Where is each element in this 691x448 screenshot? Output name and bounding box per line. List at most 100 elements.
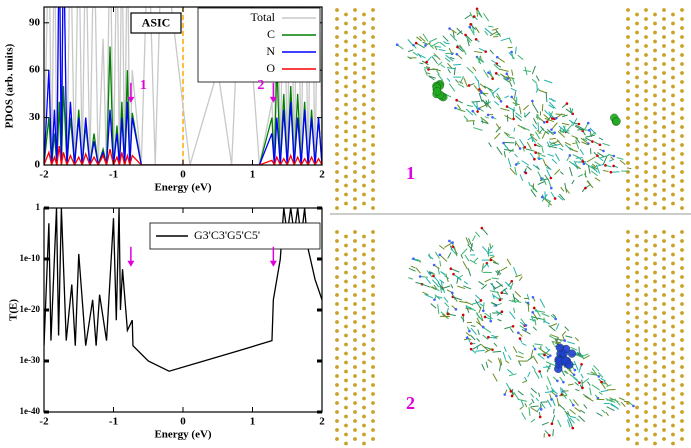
atom — [503, 393, 507, 396]
bond — [434, 294, 441, 300]
bond — [495, 280, 504, 288]
gold-atom — [626, 35, 630, 39]
gold-atom — [671, 66, 675, 71]
gold-atom — [635, 156, 639, 161]
bond — [510, 87, 517, 92]
bond — [610, 156, 615, 161]
gold-atom — [653, 21, 657, 26]
bond — [523, 104, 530, 111]
gold-atom — [362, 21, 366, 26]
bond — [422, 41, 428, 45]
gold-atom — [644, 206, 648, 210]
atom — [469, 23, 472, 26]
arrow-head — [127, 260, 135, 267]
bond — [594, 177, 601, 182]
gold-atom — [626, 116, 630, 120]
gold-atom — [362, 174, 366, 179]
gold-atom — [344, 75, 348, 80]
bond — [608, 159, 613, 162]
gold-atom — [671, 423, 675, 428]
gold-atom — [344, 57, 348, 62]
gold-atom — [680, 152, 684, 156]
bond — [603, 380, 609, 386]
series-line — [44, 7, 322, 165]
bond — [512, 346, 518, 354]
bond — [462, 261, 468, 270]
bond — [520, 400, 525, 407]
bond — [440, 271, 445, 275]
bond — [497, 318, 502, 322]
gold-atom — [371, 320, 375, 324]
bond — [496, 146, 503, 156]
bond — [492, 350, 502, 353]
atom — [512, 117, 515, 121]
gold-atom — [626, 17, 630, 21]
gold-atom — [344, 396, 348, 401]
gold-atom — [353, 80, 357, 84]
bond — [472, 343, 482, 350]
bond — [524, 111, 531, 118]
gold-atom — [635, 324, 639, 329]
gold-atom — [653, 165, 657, 170]
gold-atom — [671, 405, 675, 410]
gold-atom — [335, 320, 339, 324]
gold-atom — [635, 270, 639, 275]
bond — [455, 79, 459, 84]
gold-atom — [371, 71, 375, 75]
gold-atom — [644, 365, 648, 369]
gold-atom — [662, 143, 666, 147]
atom — [483, 315, 487, 319]
bond — [515, 115, 522, 122]
atom — [491, 115, 494, 119]
legend-label: N — [266, 44, 275, 58]
atom — [455, 98, 458, 102]
bond — [606, 406, 615, 412]
bond — [525, 148, 535, 152]
bond — [465, 108, 474, 116]
gold-atom — [671, 156, 675, 161]
bond — [520, 318, 527, 326]
gold-atom — [362, 360, 366, 365]
bond — [484, 116, 489, 119]
atom — [498, 298, 502, 302]
bond — [524, 403, 528, 408]
legend-label: Total — [251, 10, 276, 24]
gold-atom — [644, 116, 648, 120]
atom — [596, 154, 599, 158]
atom — [489, 319, 493, 323]
atom — [531, 295, 535, 299]
bond — [559, 171, 564, 175]
gold-atom — [626, 230, 630, 234]
atom — [425, 60, 428, 64]
bond — [519, 174, 524, 182]
bond — [477, 12, 483, 19]
bond — [485, 102, 492, 109]
gold-atom — [653, 288, 657, 293]
gold-atom — [335, 248, 339, 252]
gold-atom — [680, 8, 684, 12]
gold-atom — [371, 188, 375, 192]
gold-atom — [662, 206, 666, 210]
gold-atom — [653, 84, 657, 89]
gold-atom — [671, 342, 675, 347]
bond — [447, 62, 453, 69]
gold-atom — [335, 383, 339, 387]
gold-atom — [362, 432, 366, 437]
gold-atom — [335, 266, 339, 270]
bond — [469, 26, 475, 36]
gold-atom — [653, 333, 657, 338]
bond — [443, 296, 449, 303]
bond — [496, 269, 501, 276]
bond — [482, 302, 485, 311]
gold-atom — [671, 351, 675, 356]
bond — [473, 50, 483, 54]
bond — [545, 361, 556, 367]
gold-atom — [653, 279, 657, 284]
atom — [563, 339, 567, 342]
bond — [488, 245, 494, 252]
gold-atom — [671, 324, 675, 329]
gold-atom — [335, 71, 339, 75]
bond — [444, 57, 451, 63]
bond — [480, 116, 489, 124]
atom — [494, 72, 498, 75]
